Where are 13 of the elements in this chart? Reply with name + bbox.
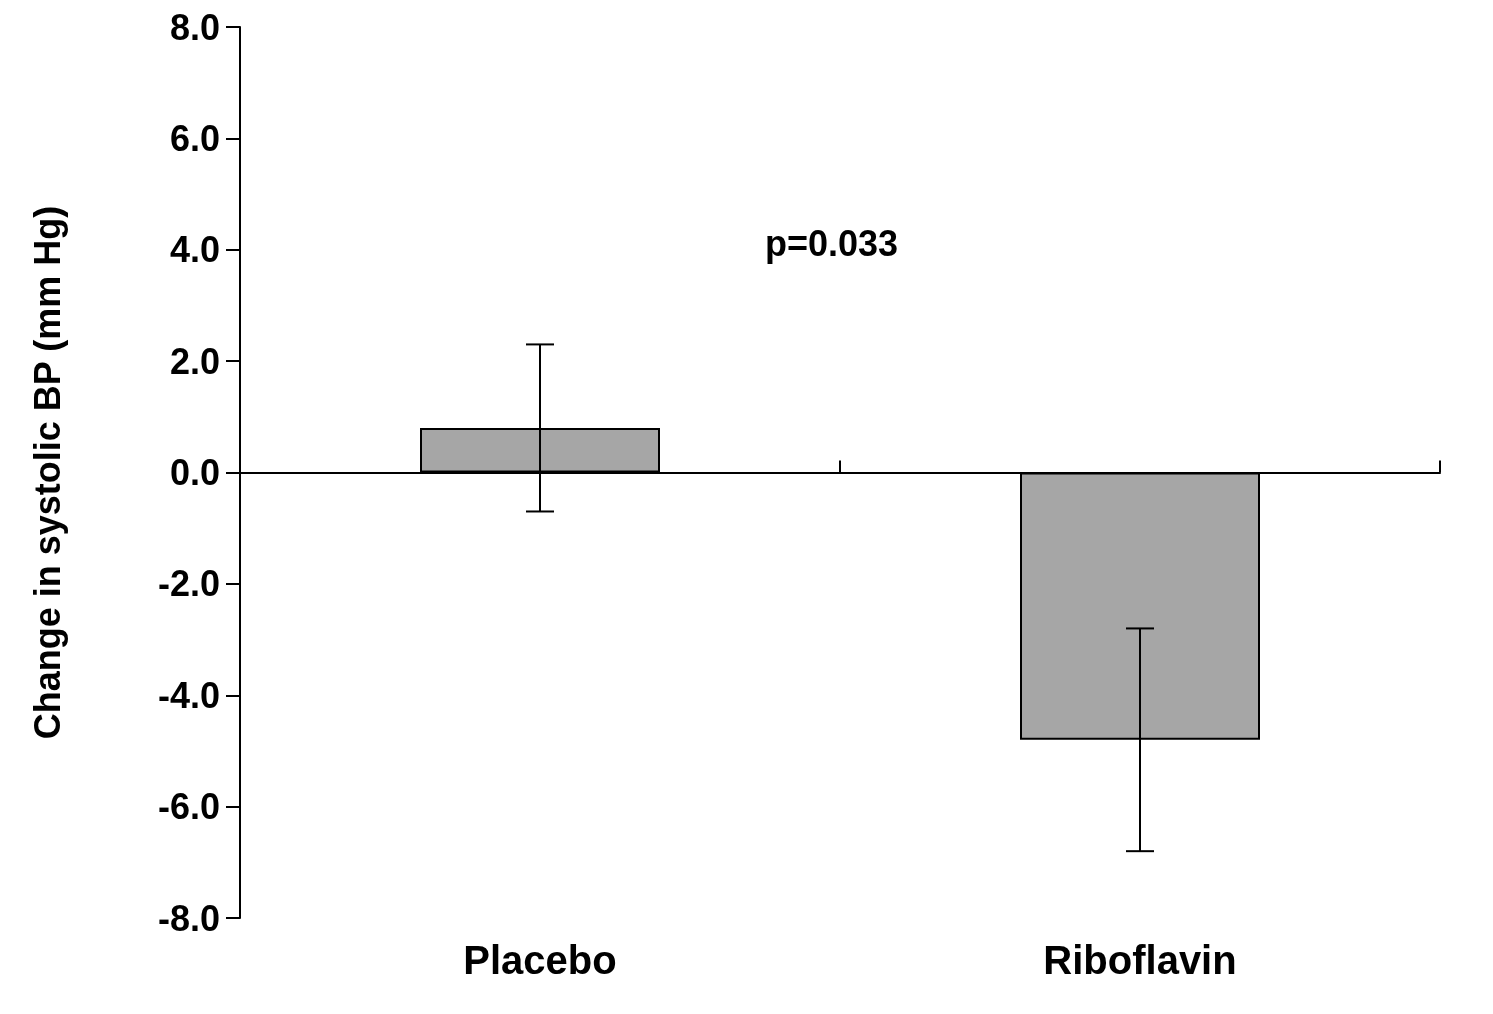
y-tick-label: 4.0 [169, 229, 220, 271]
x-tick-label: Riboflavin [1043, 938, 1237, 982]
y-tick-label: 2.0 [169, 340, 220, 382]
y-tick-label: -4.0 [157, 674, 220, 716]
annotation: p=0.033 [765, 222, 899, 264]
x-tick-label: Placebo [463, 938, 617, 982]
y-tick-label: 6.0 [169, 117, 220, 159]
y-tick-label: -8.0 [157, 897, 220, 939]
y-tick-label: 0.0 [169, 452, 220, 493]
y-axis-title: Change in systolic BP (mm Hg) [26, 205, 68, 740]
y-tick-label: 8.0 [169, 6, 220, 48]
y-tick-label: -6.0 [157, 786, 220, 828]
y-tick-label: -2.0 [157, 563, 220, 605]
